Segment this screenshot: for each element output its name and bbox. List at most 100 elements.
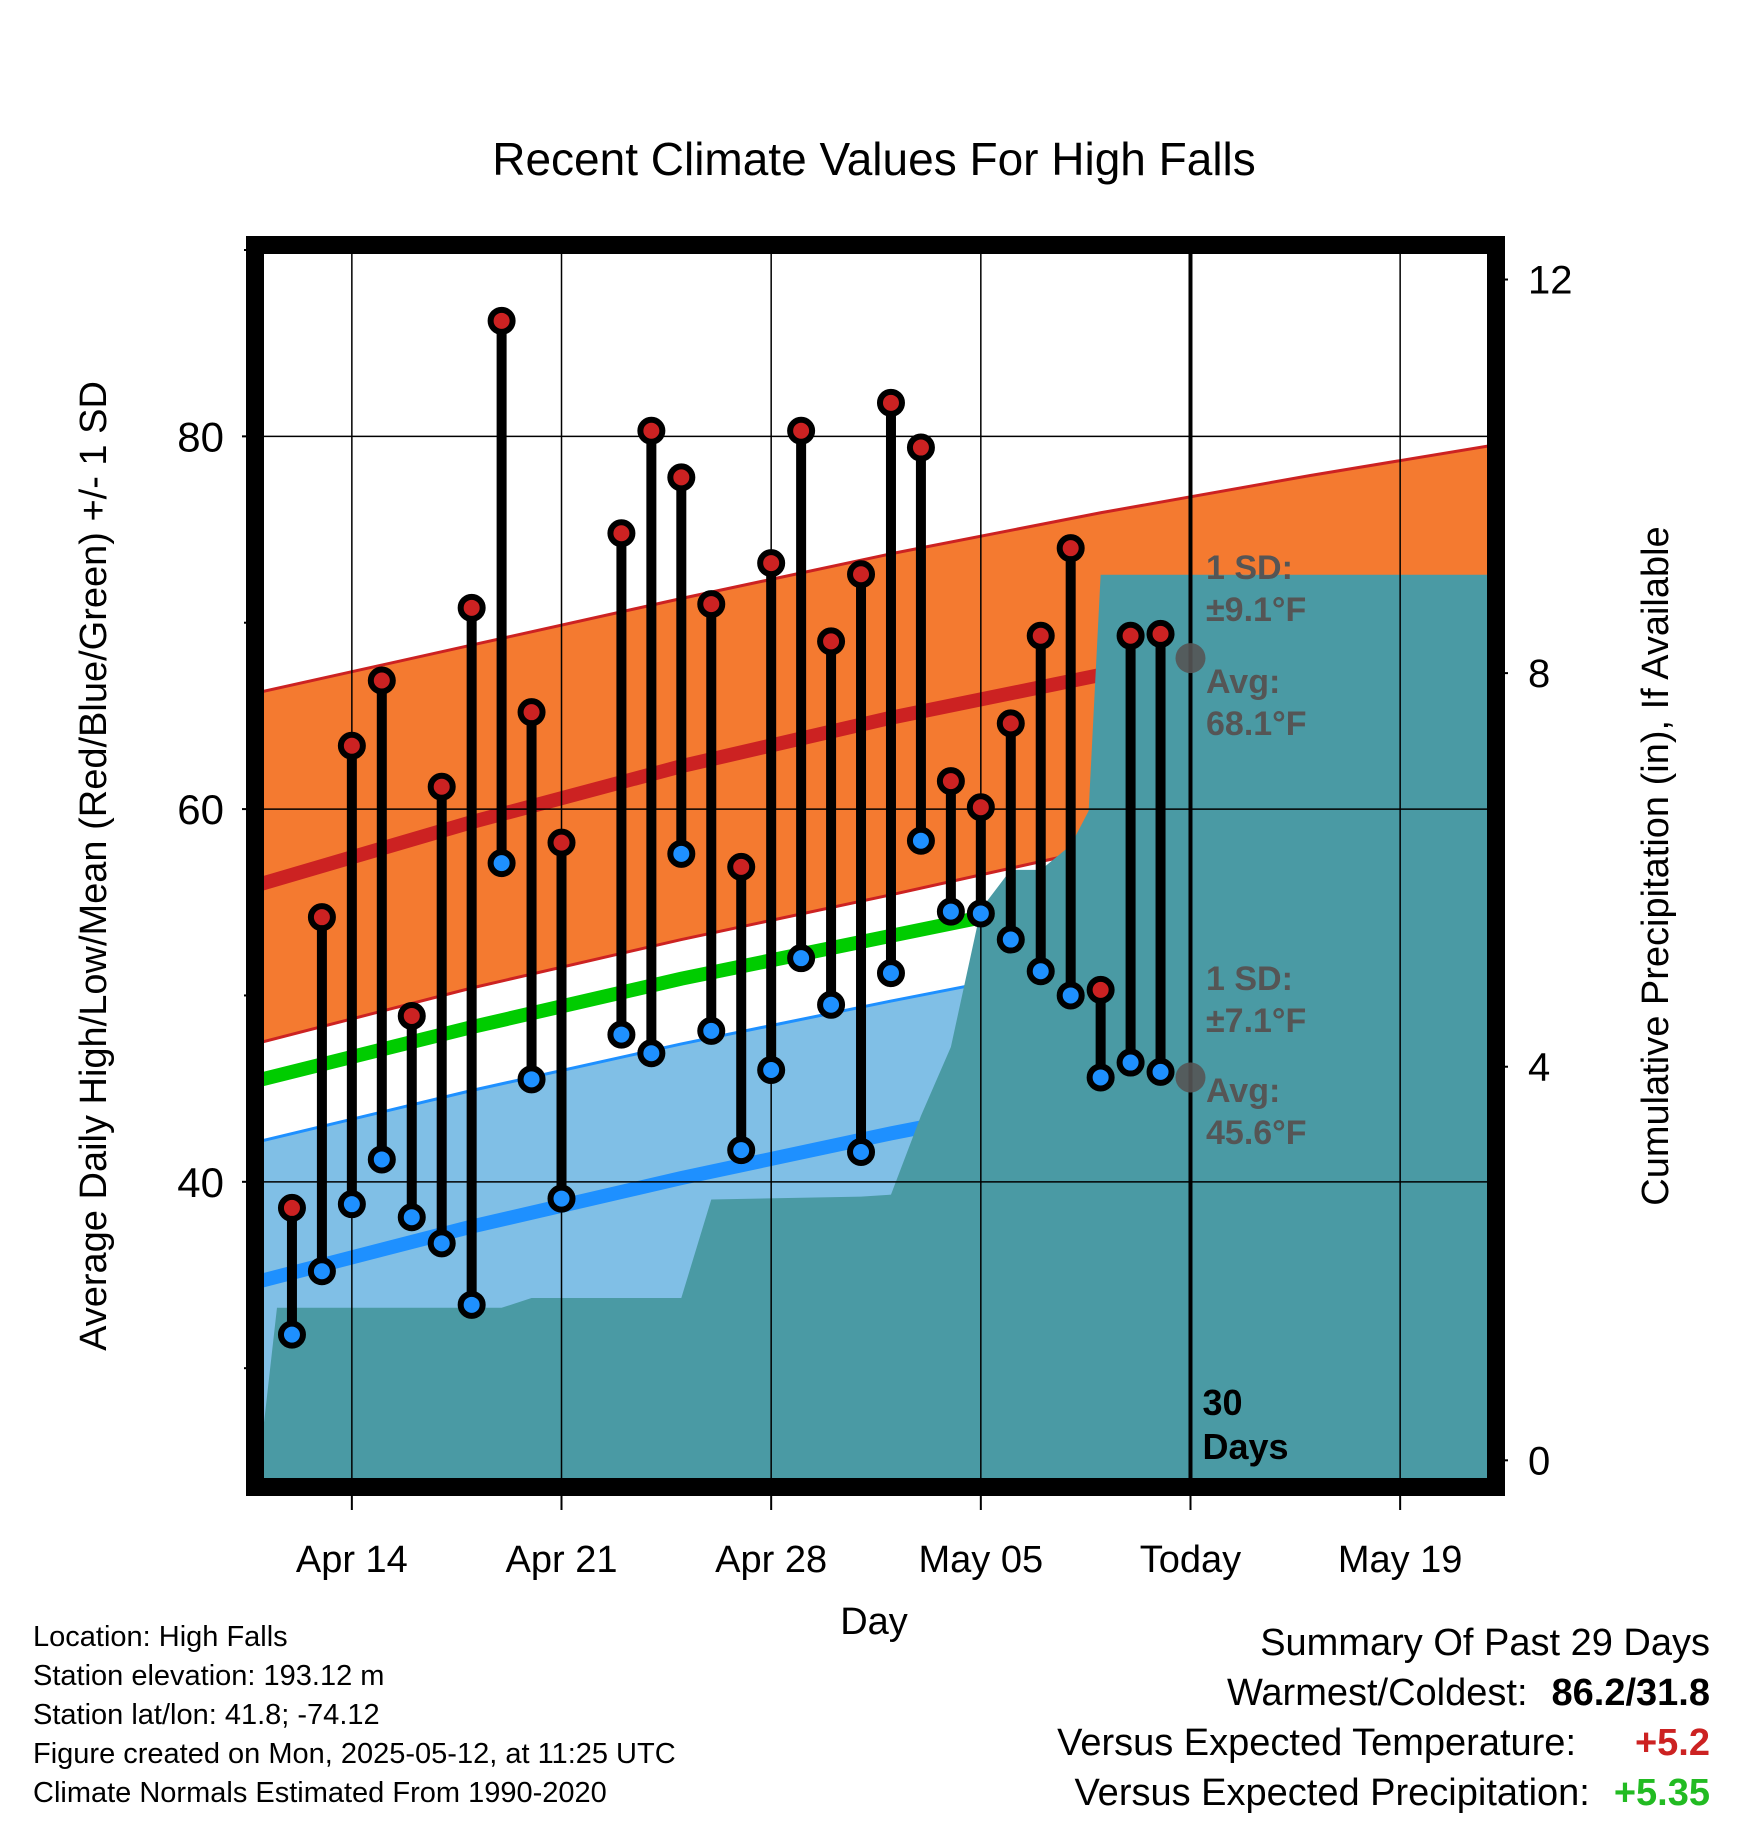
daily-low-point <box>367 1145 396 1174</box>
daily-low-point <box>487 849 516 878</box>
daily-low-point <box>996 925 1025 954</box>
daily-high-point <box>487 306 516 335</box>
daily-low-point <box>277 1320 306 1349</box>
daily-low-point <box>697 1016 726 1045</box>
daily-high-point <box>936 767 965 796</box>
daily-low-point <box>637 1039 666 1068</box>
daily-low-point <box>876 959 905 988</box>
daily-low-point <box>457 1290 486 1319</box>
x-tick-label: May 05 <box>919 1539 1044 1581</box>
daily-high-point <box>427 772 456 801</box>
daily-high-point <box>517 698 546 727</box>
daily-low-point <box>397 1203 426 1232</box>
daily-low-point <box>1056 981 1085 1010</box>
daily-high-point <box>966 793 995 822</box>
daily-high-point <box>1116 621 1145 650</box>
daily-low-point <box>727 1136 756 1165</box>
daily-high-point <box>697 590 726 619</box>
y2-axis-label: Cumulative Precipitation (in), If Availa… <box>1635 526 1677 1205</box>
precip-departure-label: Versus Expected Precipitation: <box>1074 1772 1590 1814</box>
x-tick-label: Apr 21 <box>506 1539 618 1581</box>
daily-low-point <box>607 1020 636 1049</box>
today-high-avg-dot <box>1175 643 1206 674</box>
daily-low-point <box>757 1056 786 1084</box>
y2-tick-label: 4 <box>1528 1046 1550 1090</box>
today-days-label: 30 <box>1202 1382 1242 1423</box>
x-tick-label: Today <box>1140 1539 1241 1581</box>
daily-high-point <box>547 828 576 857</box>
daily-high-point <box>277 1193 306 1222</box>
summary-panel: Summary Of Past 29 Days Warmest/Coldest:… <box>1057 1618 1710 1818</box>
y-tick-label: 60 <box>177 786 224 833</box>
annotation-text: ±7.1°F <box>1206 1002 1306 1040</box>
station-info: Location: High Falls Station elevation: … <box>33 1618 676 1813</box>
annotation-text: ±9.1°F <box>1206 591 1306 629</box>
daily-low-point <box>1026 957 1055 986</box>
elevation-text: Station elevation: 193.12 m <box>33 1660 385 1692</box>
annotation-text: 1 SD: <box>1206 549 1293 587</box>
y-tick-label: 80 <box>177 413 224 460</box>
daily-low-point <box>1146 1057 1175 1086</box>
warm-cold-label: Warmest/Coldest: <box>1226 1672 1528 1714</box>
daily-low-point <box>906 826 935 855</box>
daily-low-point <box>787 944 816 973</box>
daily-high-point <box>876 388 905 417</box>
warm-cold-value: 86.2/31.8 <box>1551 1672 1710 1714</box>
y2-tick-label: 0 <box>1528 1439 1550 1483</box>
y-tick-label: 40 <box>177 1159 224 1206</box>
daily-high-point <box>637 416 666 445</box>
daily-high-point <box>1056 534 1085 563</box>
daily-low-point <box>1086 1063 1115 1092</box>
today-days-label: Days <box>1202 1426 1288 1467</box>
today-low-avg-dot <box>1175 1062 1206 1093</box>
daily-low-point <box>966 899 995 928</box>
daily-high-point <box>847 560 876 589</box>
normals-text: Climate Normals Estimated From 1990-2020 <box>33 1777 607 1809</box>
daily-high-point <box>457 593 486 622</box>
daily-low-point <box>847 1138 876 1166</box>
chart-title: Recent Climate Values For High Falls <box>492 133 1256 185</box>
daily-high-point <box>607 519 636 548</box>
daily-low-point <box>936 897 965 926</box>
daily-high-point <box>906 433 935 462</box>
daily-high-point <box>397 1001 426 1030</box>
location-text: Location: High Falls <box>33 1621 288 1653</box>
precip-area <box>262 574 1490 1480</box>
daily-low-point <box>307 1257 336 1286</box>
daily-high-point <box>817 627 846 656</box>
y-axis-label: Average Daily High/Low/Mean (Red/Blue/Gr… <box>73 381 115 1351</box>
daily-high-point <box>307 903 336 932</box>
plot-frame <box>246 236 1505 1496</box>
daily-high-point <box>1086 975 1115 1004</box>
latlon-text: Station lat/lon: 41.8; -74.12 <box>33 1699 380 1731</box>
daily-low-point <box>817 990 846 1019</box>
x-tick-label: Apr 14 <box>296 1539 408 1581</box>
daily-high-point <box>757 549 786 578</box>
daily-high-point <box>787 416 816 445</box>
daily-low-point <box>547 1184 576 1213</box>
daily-high-point <box>367 666 396 695</box>
annotation-text: 68.1°F <box>1206 705 1307 743</box>
daily-low-point <box>427 1229 456 1258</box>
annotation-text: Avg: <box>1206 1072 1280 1110</box>
annotation-text: Avg: <box>1206 663 1280 701</box>
daily-high-point <box>1026 621 1055 650</box>
daily-high-point <box>1146 619 1175 648</box>
daily-high-point <box>727 852 756 881</box>
temp-departure-label: Versus Expected Temperature: <box>1057 1722 1576 1764</box>
created-text: Figure created on Mon, 2025-05-12, at 11… <box>33 1738 676 1770</box>
temp-departure-value: +5.2 <box>1634 1722 1710 1764</box>
annotation-text: 45.6°F <box>1206 1114 1307 1152</box>
x-tick-label: Apr 28 <box>715 1539 827 1581</box>
y2-tick-label: 12 <box>1528 259 1573 303</box>
summary-title: Summary Of Past 29 Days <box>1260 1622 1710 1664</box>
daily-low-point <box>667 839 696 868</box>
daily-low-point <box>1116 1048 1145 1077</box>
y2-tick-label: 8 <box>1528 652 1550 696</box>
x-tick-label: May 19 <box>1338 1539 1463 1581</box>
daily-high-point <box>667 463 696 492</box>
precip-departure-value: +5.35 <box>1613 1772 1710 1814</box>
daily-high-point <box>996 709 1025 738</box>
daily-low-point <box>517 1065 546 1094</box>
